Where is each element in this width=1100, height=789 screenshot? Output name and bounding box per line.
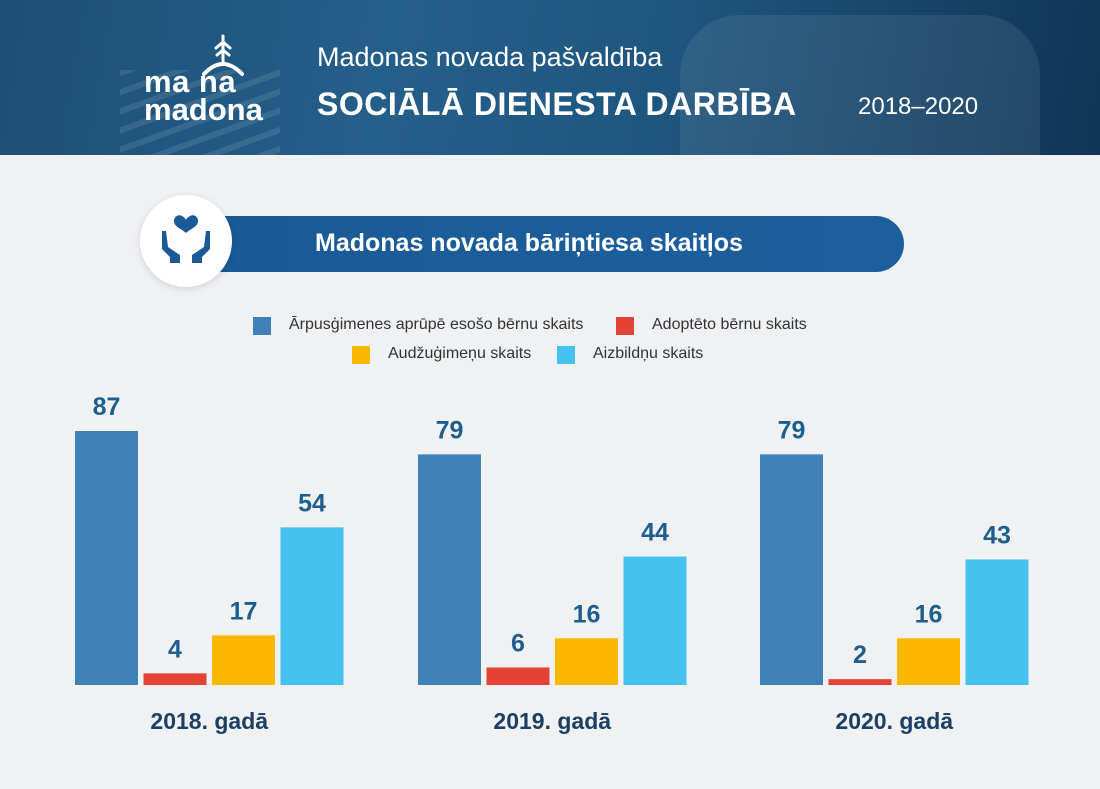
category-label-3: 2020. gadā: [835, 708, 953, 734]
legend-label: Ārpusģimenes aprūpē esošo bērnu skaits: [289, 316, 584, 333]
data-label-guardians-2: 44: [641, 519, 669, 547]
bar-guardians-3: [965, 559, 1029, 685]
legend-swatch: [616, 317, 634, 335]
data-label-foster-care-1: 87: [93, 393, 121, 421]
logo: ma na madona: [144, 34, 284, 127]
legend-swatch: [557, 346, 575, 364]
category-label-1: 2018. gadā: [150, 708, 268, 734]
header-background-vehicle: [680, 15, 1040, 155]
data-label-adopted-1: 4: [168, 635, 182, 663]
legend-label: Aizbildņu skaits: [593, 345, 704, 362]
bar-foster-care-2: [418, 454, 481, 685]
bar-foster-families-3: [897, 638, 960, 685]
data-label-foster-care-2: 79: [436, 416, 464, 444]
legend-swatch: [253, 317, 271, 335]
bar-adopted-1: [143, 673, 207, 685]
data-label-guardians-1: 54: [298, 489, 326, 517]
legend-swatch: [352, 346, 370, 364]
header-years: 2018–2020: [858, 93, 979, 120]
heart-hands-icon: [162, 215, 210, 263]
header-background-steps: [120, 70, 280, 155]
logo-text-top: ma na: [144, 64, 237, 99]
data-label-foster-families-3: 16: [915, 600, 943, 628]
data-label-adopted-2: 6: [511, 629, 525, 657]
logo-text-bottom: madona: [144, 92, 263, 127]
bar-foster-families-1: [212, 635, 275, 685]
bar-adopted-3: [828, 679, 892, 685]
category-label-2: 2019. gadā: [493, 708, 611, 734]
section-title: Madonas novada bāriņtiesa skaitļos: [315, 229, 743, 257]
bar-foster-care-3: [760, 454, 823, 685]
bar-foster-families-2: [555, 638, 618, 685]
bar-guardians-2: [623, 556, 687, 685]
bar-adopted-2: [486, 667, 550, 685]
data-label-guardians-3: 43: [983, 521, 1011, 549]
bar-guardians-1: [280, 527, 344, 685]
header-subtitle: Madonas novada pašvaldība: [317, 42, 663, 72]
header-banner: ma na madona Madonas novada pašvaldība S…: [0, 0, 1100, 155]
legend-label: Audžuģimeņu skaits: [388, 345, 532, 362]
legend-label: Adoptēto bērnu skaits: [652, 316, 807, 333]
header-title: SOCIĀLĀ DIENESTA DARBĪBA: [317, 86, 797, 122]
section-icon-badge: [140, 195, 232, 287]
data-label-adopted-3: 2: [853, 641, 867, 669]
logo-mark-icon: [202, 34, 244, 76]
data-label-foster-families-1: 17: [230, 597, 258, 625]
data-label-foster-care-3: 79: [778, 416, 806, 444]
bar-foster-care-1: [75, 431, 138, 685]
section-title-pill: Madonas novada bāriņtiesa skaitļos: [170, 216, 904, 272]
data-label-foster-families-2: 16: [573, 600, 601, 628]
